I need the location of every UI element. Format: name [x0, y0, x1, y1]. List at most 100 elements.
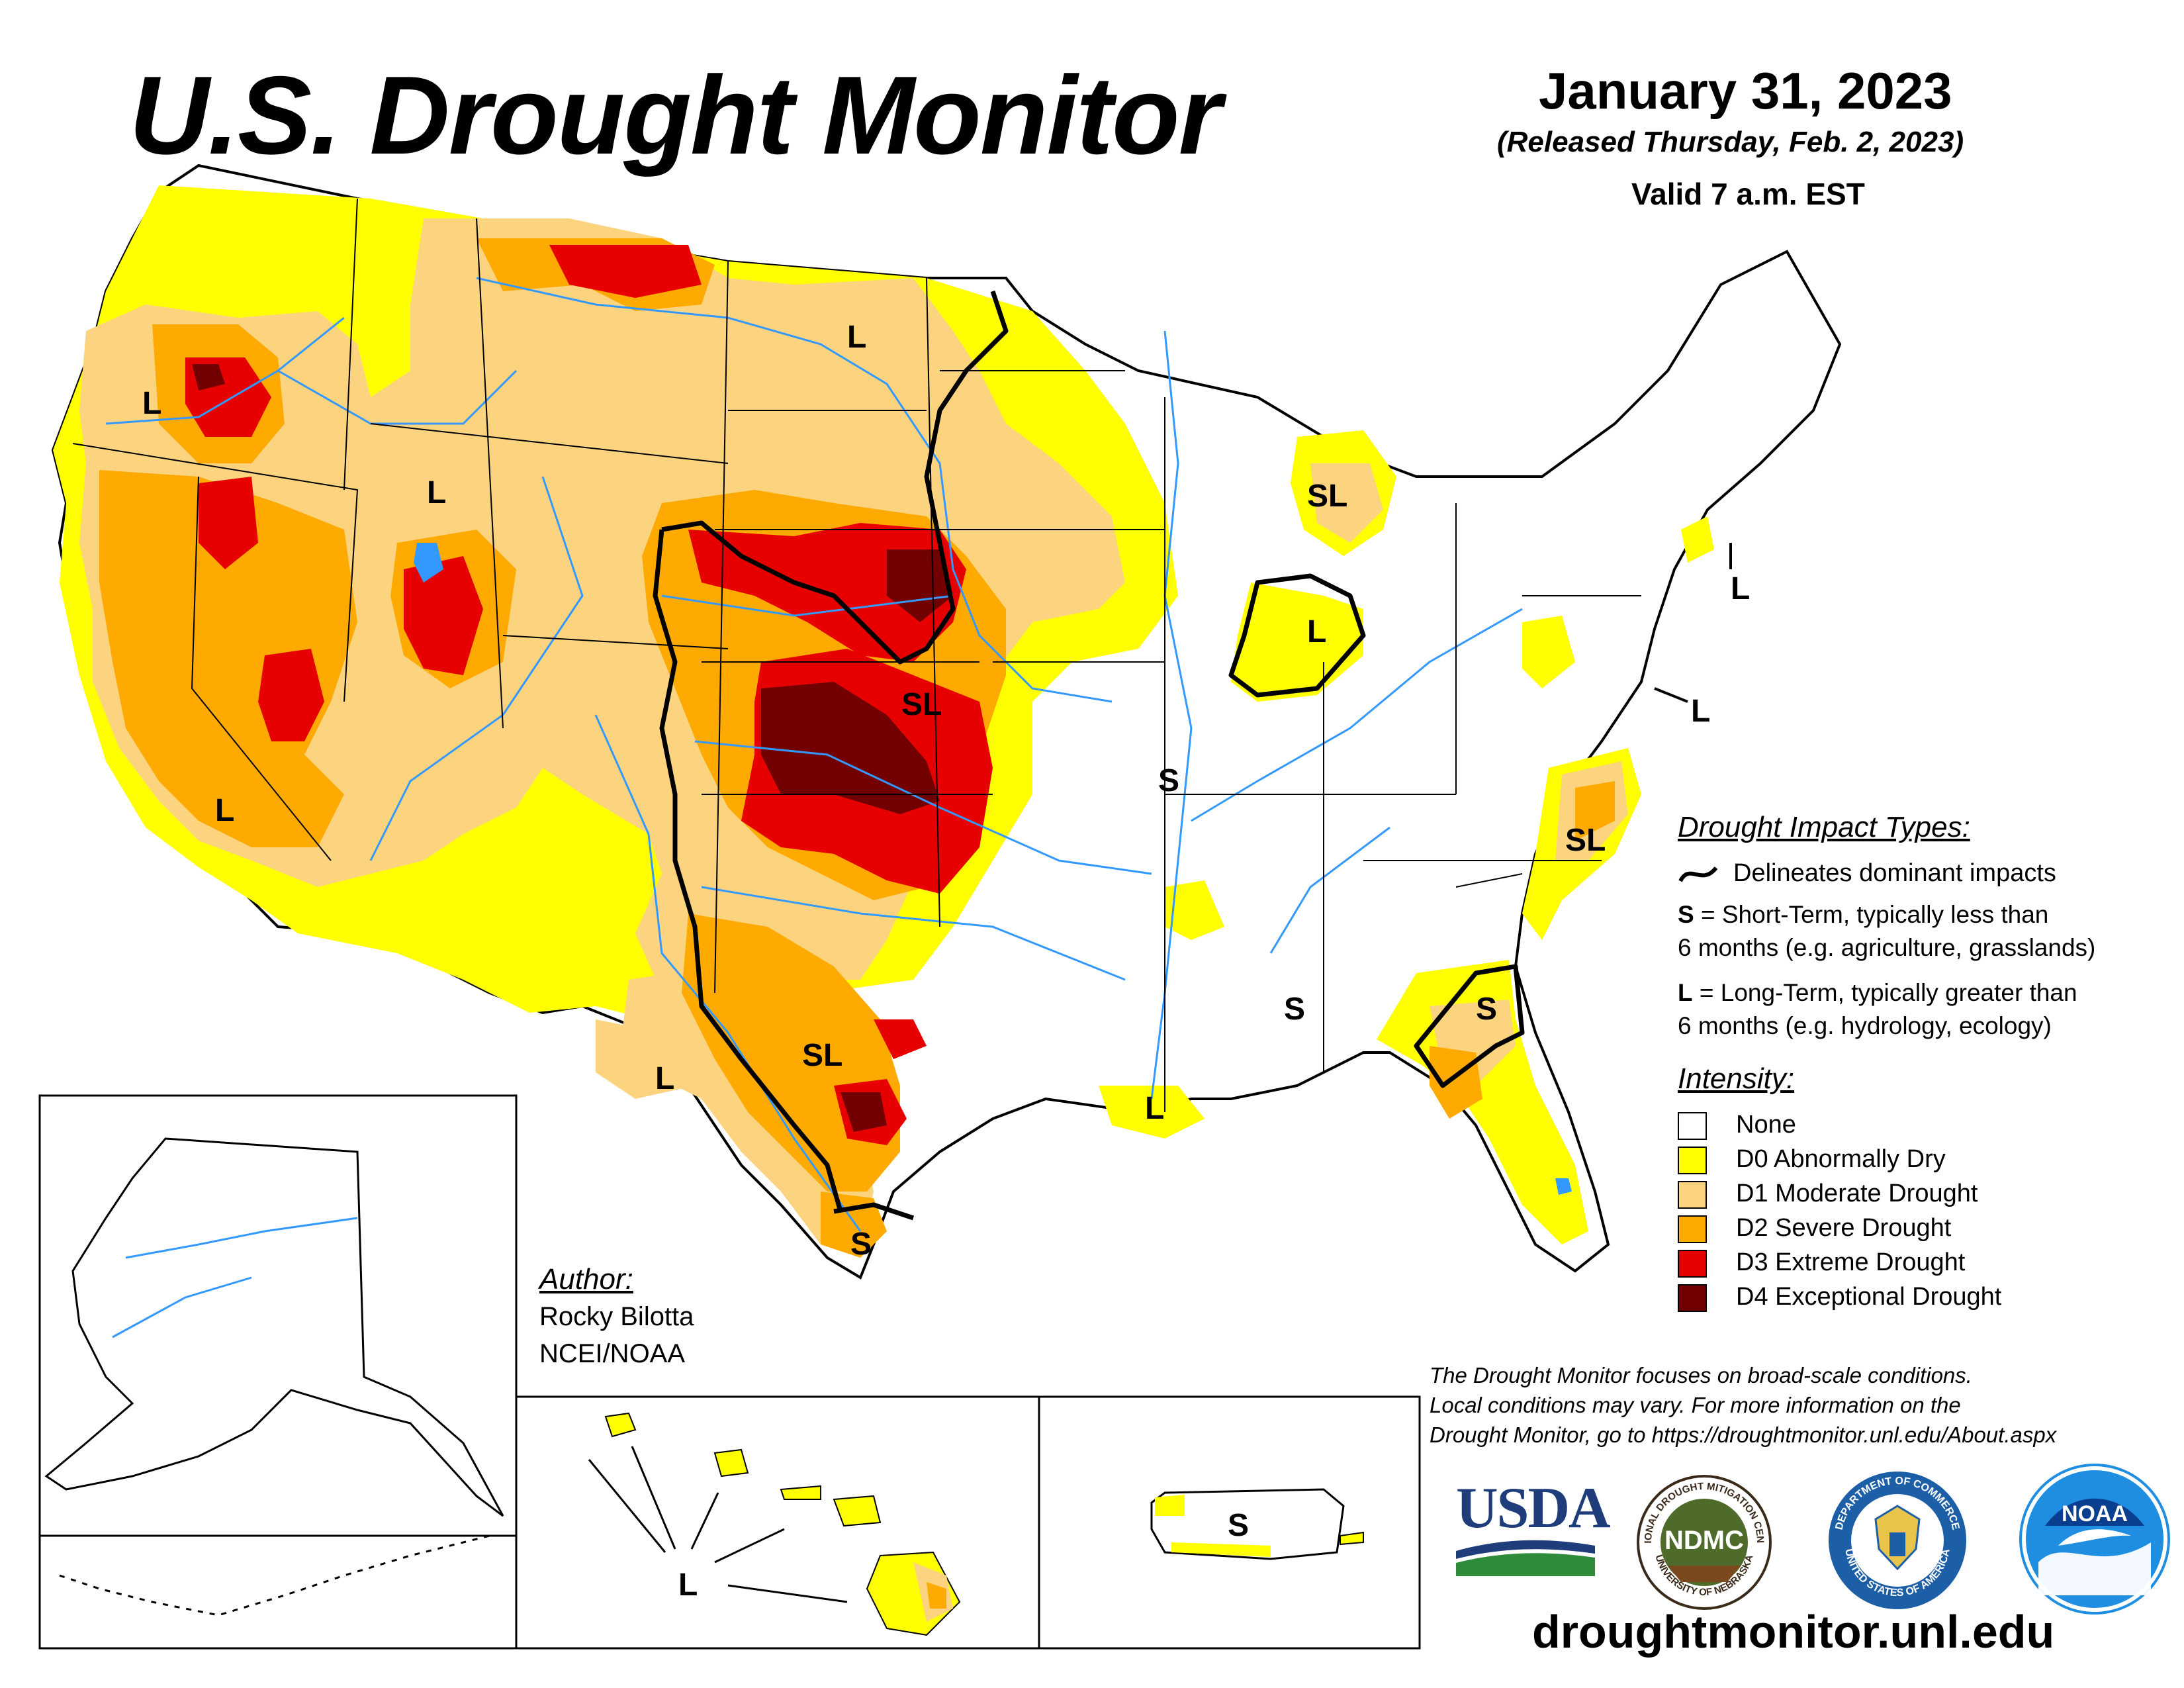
d4-nebraska: [887, 549, 953, 622]
platte-river: [661, 594, 954, 617]
intensity-row: D1 Moderate Drought: [1678, 1176, 2181, 1211]
colorado-river: [369, 476, 584, 861]
snake-river: [277, 369, 518, 425]
label-oregon: L: [142, 386, 161, 421]
d3-utah: [404, 556, 483, 675]
intensity-row: D3 Extreme Drought: [1678, 1245, 2181, 1280]
label-texas: SL: [802, 1038, 842, 1073]
intensity-header: Intensity:: [1678, 1062, 1795, 1095]
long-term-line-2: 6 months (e.g. hydrology, ecology): [1678, 1012, 2052, 1039]
release-date: (Released Thursday, Feb. 2, 2023): [1497, 126, 1964, 158]
puerto-rico-d0-south: [1171, 1542, 1271, 1557]
delineates-label: Delineates dominant impacts: [1733, 859, 2056, 887]
delineation-curve-icon: [1678, 866, 1718, 882]
impact-line-plains: [653, 290, 1009, 1212]
impact-line-indiana: [1228, 573, 1366, 698]
culebra-vieques: [1340, 1531, 1364, 1546]
columbia-river: [105, 316, 345, 425]
long-term-key: L: [1678, 979, 1693, 1006]
short-term-desc: S = Short-Term, typically less than 6 mo…: [1678, 898, 2181, 964]
impact-labels: L L L L SL SL L S S S L S SL L L L SL: [142, 320, 1750, 1262]
short-term-line-1: = Short-Term, typically less than: [1700, 901, 2049, 928]
label-hawaii: L: [678, 1568, 698, 1603]
d1-michigan: [1310, 463, 1383, 543]
d0-pa: [1522, 616, 1575, 688]
commerce-logo[interactable]: DEPARTMENT OF COMMERCE UNITED STATES OF …: [1827, 1470, 1969, 1612]
intensity-label: D0 Abnormally Dry: [1736, 1145, 1946, 1173]
d4-areas: [192, 364, 953, 1132]
boundary-midwest: [940, 370, 1456, 1112]
alaska-land: [44, 1137, 504, 1517]
delineates-row: Delineates dominant impacts: [1678, 856, 2181, 890]
label-california: L: [215, 793, 234, 828]
page-title: U.S. Drought Monitor: [129, 53, 1222, 177]
impact-line-south-texas: [833, 1202, 915, 1221]
intensity-swatch: [1678, 1146, 1707, 1174]
hawaii-leader-2: [631, 1446, 676, 1550]
intensity-row: D4 Exceptional Drought: [1678, 1280, 2181, 1314]
label-florida: S: [1476, 992, 1497, 1027]
impact-types-header: Drought Impact Types:: [1678, 811, 1970, 843]
hawaii-leader-1: [588, 1459, 666, 1553]
short-term-key: S: [1678, 901, 1694, 928]
ndmc-logo[interactable]: NATIONAL DROUGHT MITIGATION CENTER UNIVE…: [1635, 1473, 1774, 1612]
usda-logo[interactable]: USDA: [1456, 1476, 1611, 1579]
yukon-river: [125, 1217, 358, 1259]
label-puerto-rico: S: [1228, 1508, 1249, 1543]
long-term-desc: L = Long-Term, typically greater than 6 …: [1678, 976, 2181, 1043]
label-arkansas: S: [1158, 763, 1179, 798]
map-date: January 31, 2023: [1539, 62, 1952, 120]
puerto-rico-land: [1150, 1488, 1345, 1560]
label-louisiana: L: [1145, 1091, 1164, 1126]
water-bodies: [414, 543, 1572, 1195]
impact-delineations: [653, 290, 1525, 1221]
puerto-rico-d0-north: [1155, 1495, 1185, 1516]
label-new-york: L: [1731, 571, 1750, 606]
intensity-swatch: [1678, 1284, 1707, 1312]
legend: Drought Impact Types: Delineates dominan…: [1678, 811, 2181, 1314]
long-term-line-1: = Long-Term, typically greater than: [1699, 979, 2077, 1006]
hawaii-leader-3: [690, 1492, 719, 1550]
intensity-label: D2 Severe Drought: [1736, 1214, 1952, 1242]
great-salt-lake: [414, 543, 443, 583]
d3-texas-north: [874, 1019, 927, 1059]
short-term-line-2: 6 months (e.g. agriculture, grasslands): [1678, 934, 2096, 961]
noaa-logo[interactable]: NOAA: [2019, 1463, 2171, 1615]
hawaii-frame: [515, 1395, 1040, 1650]
intensity-label: D3 Extreme Drought: [1736, 1248, 1966, 1276]
hawaii-islands: [604, 1412, 961, 1636]
label-mississippi: S: [1284, 992, 1305, 1027]
disclaimer-note: The Drought Monitor focuses on broad-sca…: [1430, 1360, 2164, 1450]
author-header: Author:: [539, 1263, 633, 1295]
label-carolina: SL: [1565, 823, 1606, 858]
d0-mississippi: [1165, 880, 1224, 940]
d2-carolina: [1575, 781, 1615, 841]
virginia-leader: [1654, 687, 1688, 703]
usda-logo-text: USDA: [1456, 1476, 1611, 1540]
d2-california-nevada: [99, 470, 357, 847]
alaska-rivers: [112, 1217, 358, 1338]
d1-west-texas: [596, 1019, 695, 1099]
inset-frames: [38, 1094, 1421, 1650]
author-block: Author: Rocky Bilotta NCEI/NOAA: [539, 1261, 694, 1372]
intensity-row: D2 Severe Drought: [1678, 1211, 2181, 1245]
d4-texas: [841, 1092, 887, 1132]
d4-kansas: [761, 682, 940, 814]
kauai: [604, 1412, 637, 1438]
d3-nevada-north: [199, 477, 258, 569]
oahu: [713, 1448, 749, 1477]
site-url[interactable]: droughtmonitor.unl.edu: [1532, 1606, 2055, 1658]
impact-line-florida: [1414, 964, 1525, 1088]
author-org: NCEI/NOAA: [539, 1339, 686, 1368]
boundary-west-coast: [72, 443, 359, 861]
intensity-swatch: [1678, 1249, 1707, 1278]
intensity-swatch: [1678, 1215, 1707, 1243]
note-line-2: Local conditions may vary. For more info…: [1430, 1393, 1961, 1417]
ndmc-logo-text: NDMC: [1664, 1526, 1744, 1555]
d3-nevada-central: [258, 649, 324, 741]
label-idaho: L: [427, 475, 446, 510]
intensity-swatch: [1678, 1111, 1707, 1140]
label-kansas: SL: [901, 687, 942, 722]
